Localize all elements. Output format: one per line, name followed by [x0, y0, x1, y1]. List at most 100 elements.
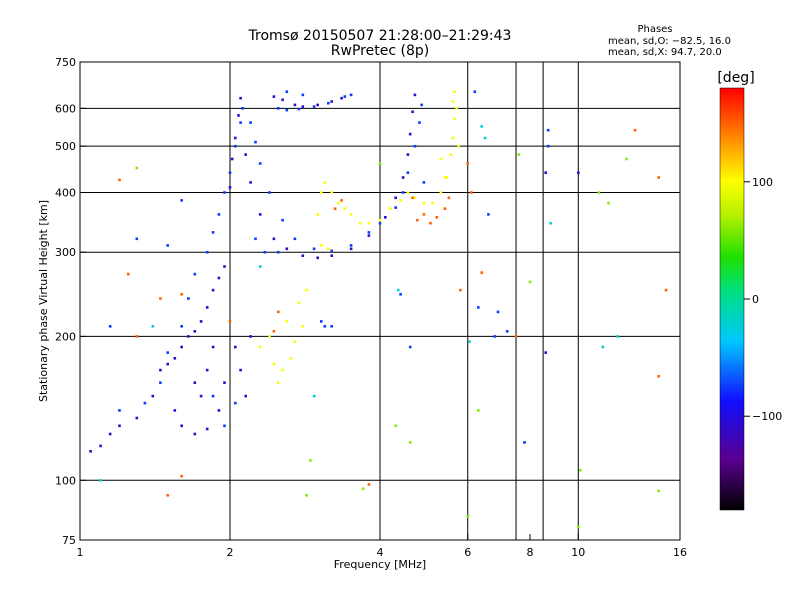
data-point [223, 191, 226, 194]
data-point [180, 474, 183, 478]
data-point [367, 483, 371, 486]
data-point [254, 237, 257, 241]
data-point [89, 450, 92, 453]
data-point [301, 93, 305, 97]
chart-title: Tromsø 20150507 21:28:00–21:29:43 [248, 28, 512, 44]
data-point [597, 191, 601, 194]
data-point [316, 103, 319, 107]
data-point [625, 157, 628, 161]
data-point [408, 345, 412, 349]
phases-mean-x: mean, sd,X: 94.7, 20.0 [608, 47, 722, 58]
data-point [293, 103, 297, 107]
data-point [413, 144, 417, 148]
data-point [99, 444, 102, 448]
data-point [330, 325, 333, 328]
data-point [657, 375, 660, 378]
data-point [135, 416, 139, 420]
data-point [258, 213, 262, 216]
data-point [99, 479, 102, 482]
data-point [305, 288, 308, 292]
data-point [394, 196, 397, 200]
data-point [408, 441, 412, 444]
phases-title: Phases [637, 24, 672, 35]
data-point [367, 234, 371, 237]
data-point [205, 427, 209, 431]
data-point [241, 107, 244, 110]
data-point [367, 221, 371, 225]
data-point [217, 276, 221, 280]
data-point [323, 325, 327, 328]
data-point [135, 237, 139, 241]
data-point [327, 247, 330, 251]
y-tick-label: 300 [55, 246, 76, 259]
data-point [320, 244, 323, 247]
data-point [277, 250, 280, 254]
data-point [118, 178, 121, 182]
data-point [249, 181, 252, 184]
data-point [514, 335, 518, 338]
data-point [477, 409, 480, 412]
data-point [483, 136, 487, 140]
data-point [293, 237, 297, 241]
data-point [343, 207, 347, 210]
data-point [546, 144, 550, 148]
data-point [496, 310, 500, 314]
data-point [297, 107, 301, 111]
data-point [281, 368, 284, 372]
data-point [285, 90, 289, 93]
data-point [239, 121, 242, 124]
data-point [429, 221, 432, 225]
data-point [258, 162, 262, 165]
colorbar: [deg] 100 0 −100 [717, 70, 782, 511]
data-point [577, 171, 580, 174]
data-point [349, 93, 353, 97]
data-point [217, 409, 221, 412]
data-point [151, 325, 155, 328]
data-point [401, 176, 405, 179]
data-point [447, 196, 451, 200]
colorbar-label: [deg] [717, 70, 754, 86]
data-point [337, 201, 340, 205]
data-point [420, 103, 423, 107]
data-point [316, 256, 319, 260]
data-point [301, 325, 305, 328]
data-point [411, 196, 414, 200]
data-point [277, 107, 280, 110]
data-point [223, 381, 226, 384]
data-point [199, 320, 203, 323]
data-point [118, 424, 121, 428]
data-point [272, 362, 276, 366]
data-point [633, 128, 637, 132]
data-point [249, 121, 252, 124]
y-tick-label: 100 [55, 474, 76, 487]
data-point [616, 335, 619, 338]
data-point [399, 293, 402, 296]
data-point [418, 121, 421, 124]
data-point [657, 489, 660, 493]
data-point [211, 394, 215, 398]
data-point [281, 98, 284, 102]
data-point [523, 441, 526, 444]
data-point [237, 114, 240, 117]
data-point [349, 244, 353, 247]
data-point [333, 207, 337, 210]
data-point [180, 345, 183, 349]
data-point [330, 254, 333, 257]
data-point [378, 162, 382, 165]
data-point [330, 191, 333, 194]
data-point [312, 105, 316, 108]
data-point [517, 153, 521, 156]
colorbar-ticks: 100 0 −100 [744, 176, 782, 423]
data-point [180, 325, 183, 328]
data-point [443, 207, 447, 210]
data-point [234, 136, 237, 140]
data-point [268, 191, 271, 194]
data-point [343, 95, 347, 98]
data-point [349, 213, 353, 216]
data-point [180, 199, 183, 202]
data-point [320, 191, 323, 194]
data-point [546, 128, 550, 132]
colorbar-tick-label: 100 [752, 176, 773, 189]
data-point [166, 351, 169, 354]
data-point [244, 394, 247, 398]
